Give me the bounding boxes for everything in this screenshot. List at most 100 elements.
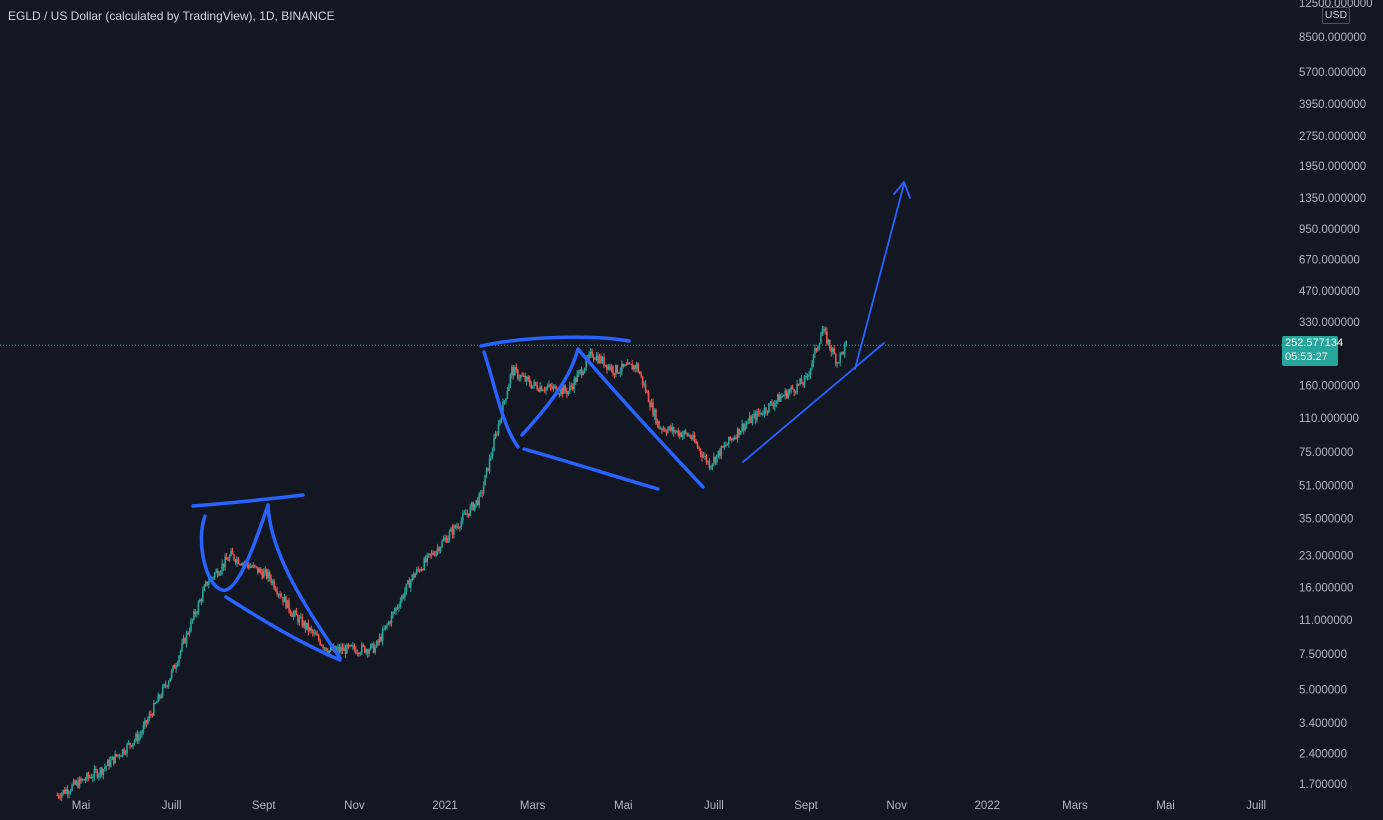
drawing-lower-line-1[interactable] [224, 595, 342, 662]
drawing-arrow-head[interactable] [893, 181, 911, 199]
drawing-top-line-1[interactable] [191, 493, 305, 508]
drawing-loop-1[interactable] [199, 503, 270, 592]
candle-body [84, 779, 87, 781]
candle-body [72, 780, 75, 785]
candle-body [439, 547, 442, 552]
candle-body [820, 335, 822, 344]
candle-body [158, 694, 161, 698]
candle-body [194, 611, 197, 615]
candle-body [600, 356, 602, 363]
price-axis[interactable]: 12500.000000 8500.000000 5700.000000 3950.0… [1299, 0, 1373, 791]
candle-body [518, 378, 521, 380]
candle-body [343, 647, 345, 651]
candle-body [710, 466, 712, 469]
candle-body [622, 363, 625, 367]
candle-body [591, 351, 593, 357]
candle-body [402, 595, 405, 598]
drawing-arrow-shaft[interactable] [854, 183, 905, 370]
candle-body [271, 580, 274, 583]
candle-body [655, 409, 657, 424]
candle-body [732, 438, 735, 440]
candle-body [303, 621, 305, 627]
candle-body [404, 591, 406, 598]
candle-body [658, 420, 660, 429]
candle-body [319, 640, 321, 645]
candle-body [329, 646, 332, 651]
candle-body [779, 396, 782, 402]
candle-body [607, 365, 610, 370]
candle-body [310, 627, 313, 631]
candle-body [754, 413, 757, 421]
candle-body [264, 569, 267, 572]
candle-body [441, 541, 443, 548]
candle-body [349, 644, 351, 647]
candle-body [190, 620, 192, 632]
candle-body [577, 371, 580, 375]
candle-body [450, 528, 452, 532]
candle-body [258, 568, 261, 573]
currency-badge[interactable]: USD [1322, 7, 1350, 24]
drawing-lower-line-2[interactable] [522, 447, 660, 491]
candle-body [161, 686, 164, 697]
candle-body [719, 450, 721, 457]
candle-body [294, 610, 296, 614]
candle-body [615, 365, 617, 375]
candle-body [151, 714, 154, 716]
candle-body [561, 388, 564, 394]
x-tick-label: Mars [520, 800, 546, 812]
candle-body [115, 753, 118, 757]
time-axis[interactable]: Mai Juill Sept Nov 2021 Mars Mai Juill Sept Nov 20… [72, 800, 1266, 812]
drawing-up-curve-2[interactable] [520, 347, 705, 489]
candle-body [598, 356, 601, 363]
candle-body [491, 450, 494, 457]
candle-body [551, 386, 553, 389]
candle-body [625, 364, 628, 366]
candle-body [193, 611, 195, 620]
candle-body [240, 564, 243, 566]
candle-body [289, 610, 292, 615]
candle-body [414, 573, 417, 578]
candle-body [297, 615, 299, 623]
x-tick-label: Mars [1062, 800, 1088, 812]
candle-body [546, 386, 549, 388]
y-tick-label: 1.700000 [1299, 779, 1347, 791]
candle-body [300, 616, 302, 618]
candle-body [687, 435, 690, 437]
candle-body [760, 412, 763, 415]
drawings-layer[interactable] [191, 181, 911, 662]
candle-body [681, 434, 684, 437]
candle-body [481, 492, 483, 494]
candle-body [203, 585, 206, 591]
drawing-trendline[interactable] [742, 342, 885, 463]
drawing-left-curve-2[interactable] [482, 350, 520, 449]
candle-body [683, 431, 685, 435]
candle-body [418, 569, 421, 572]
candle-body [811, 363, 813, 369]
candle-body [558, 393, 561, 395]
drawing-down-curve-1[interactable] [266, 503, 342, 660]
candle-body [80, 778, 82, 781]
candle-body [808, 374, 810, 376]
candle-body [774, 403, 776, 407]
candle-body [768, 403, 770, 413]
candle-body [167, 681, 170, 687]
candle-body [739, 430, 742, 435]
candle-body [635, 363, 638, 369]
candle-body [114, 753, 116, 764]
candle-body [674, 431, 677, 433]
candle-body [534, 382, 537, 385]
candle-body [236, 558, 238, 563]
candle-body [185, 632, 188, 644]
candle-body [595, 355, 598, 360]
y-tick-label: 35.000000 [1299, 514, 1353, 526]
candle-body [132, 743, 134, 747]
drawing-top-arc-2[interactable] [479, 335, 631, 348]
candle-body [420, 569, 423, 572]
candle-body [456, 526, 458, 528]
candle-body [454, 525, 457, 528]
candle-body [383, 629, 385, 631]
candle-body [273, 580, 275, 589]
candle-body [292, 613, 295, 617]
candle-body [693, 435, 696, 442]
